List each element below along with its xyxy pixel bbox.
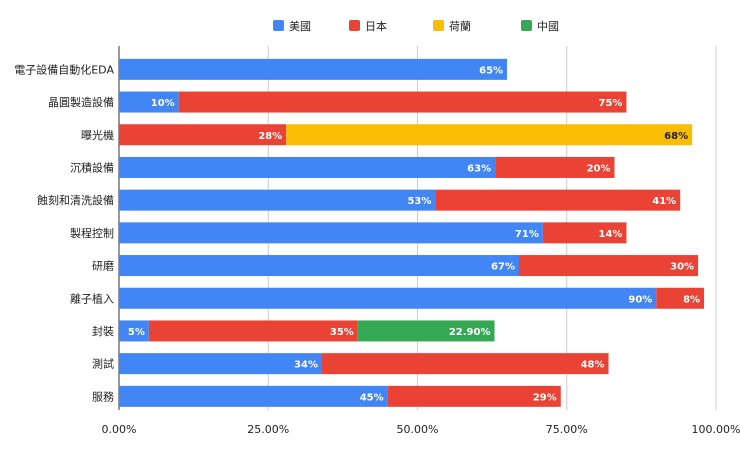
bar-8-series-0[interactable] xyxy=(119,320,149,342)
bars: 65% 10% 75% 28% 68% 63% 20% 53% 41% 71% 14% 67% 30% 9… xyxy=(119,58,705,407)
category-label-8: 封裝 xyxy=(92,324,114,338)
bar-9-series-1[interactable] xyxy=(321,353,609,375)
legend-swatch-2[interactable] xyxy=(433,20,444,31)
bar-label-8-series-3: 22.90% xyxy=(449,327,491,338)
bar-label-10-series-1: 29% xyxy=(533,392,557,403)
bar-label-2-series-2: 68% xyxy=(664,131,688,142)
bar-label-6-series-1: 30% xyxy=(670,262,694,273)
category-label-1: 晶圓製造設備 xyxy=(48,95,114,109)
category-label-4: 蝕刻和清洗設備 xyxy=(37,193,114,207)
bar-label-2-series-1: 28% xyxy=(258,131,282,142)
bar-5-series-1[interactable] xyxy=(542,222,627,244)
bar-6-series-0[interactable] xyxy=(119,255,519,277)
legend-label-2: 荷蘭 xyxy=(449,20,471,33)
legend-label-1: 日本 xyxy=(365,19,387,33)
x-tick-label-2: 50.00% xyxy=(397,423,439,436)
bar-label-4-series-1: 41% xyxy=(652,196,676,207)
bar-label-10-series-0: 45% xyxy=(360,392,384,403)
bar-1-series-0[interactable] xyxy=(119,91,179,113)
bar-10-series-0[interactable] xyxy=(119,385,388,407)
bar-2-series-2[interactable] xyxy=(286,124,693,146)
bar-label-9-series-1: 48% xyxy=(581,360,605,371)
bar-label-7-series-0: 90% xyxy=(628,294,652,305)
legend-swatch-3[interactable] xyxy=(521,20,532,31)
category-labels: 電子設備自動化EDA 晶圓製造設備曝光機沉積設備蝕刻和清洗設備製程控制研磨離子植入… xyxy=(14,62,114,403)
bar-label-0-series-0: 65% xyxy=(479,65,503,76)
bar-2-series-1[interactable] xyxy=(119,124,287,146)
bar-label-8-series-1: 35% xyxy=(330,327,354,338)
bar-0-series-0[interactable] xyxy=(119,58,508,80)
x-tick-label-4: 100.00% xyxy=(692,423,740,436)
bar-9-series-0[interactable] xyxy=(119,353,322,375)
bar-8-series-3[interactable] xyxy=(357,320,495,342)
bar-label-5-series-0: 71% xyxy=(515,229,539,240)
category-label-10: 服務 xyxy=(92,389,114,403)
bar-label-3-series-0: 63% xyxy=(467,163,491,174)
bar-10-series-1[interactable] xyxy=(387,385,561,407)
bar-7-series-0[interactable] xyxy=(119,287,657,309)
bar-label-9-series-0: 34% xyxy=(294,360,318,371)
x-tick-label-3: 75.00% xyxy=(546,423,588,436)
bar-3-series-0[interactable] xyxy=(119,156,496,178)
legend-swatch-0[interactable] xyxy=(273,20,284,31)
x-tick-labels: 0.00% 25.00% 50.00% 75.00% 100.00% xyxy=(102,423,740,436)
x-tick-label-0: 0.00% xyxy=(102,423,137,436)
bar-label-1-series-0: 10% xyxy=(151,98,175,109)
category-label-5: 製程控制 xyxy=(70,226,114,240)
legend-swatch-1[interactable] xyxy=(349,20,360,31)
bar-label-6-series-0: 67% xyxy=(491,262,515,273)
bar-5-series-0[interactable] xyxy=(119,222,543,244)
bar-1-series-1[interactable] xyxy=(178,91,627,113)
bar-7-series-1[interactable] xyxy=(656,287,705,309)
bar-label-8-series-0: 5% xyxy=(128,327,145,338)
category-label-2: 曝光機 xyxy=(81,128,114,142)
bar-label-5-series-1: 14% xyxy=(599,229,623,240)
x-tick-label-1: 25.00% xyxy=(247,423,289,436)
category-label-9: 測試 xyxy=(92,357,114,371)
category-label-7: 離子植入 xyxy=(70,291,114,305)
bar-label-4-series-0: 53% xyxy=(407,196,431,207)
bar-8-series-1[interactable] xyxy=(148,320,358,342)
bar-6-series-1[interactable] xyxy=(518,255,699,277)
bar-4-series-1[interactable] xyxy=(435,189,681,211)
bar-label-7-series-1: 8% xyxy=(683,294,700,305)
category-label-6: 研磨 xyxy=(92,260,114,273)
bar-3-series-1[interactable] xyxy=(495,156,615,178)
category-label-0: 電子設備自動化EDA xyxy=(14,62,114,76)
category-label-3: 沉積設備 xyxy=(70,160,114,174)
bar-label-1-series-1: 75% xyxy=(599,98,623,109)
legend-label-0: 美國 xyxy=(289,20,311,33)
legend-label-3: 中國 xyxy=(537,20,559,33)
bar-label-3-series-1: 20% xyxy=(587,163,611,174)
bar-4-series-0[interactable] xyxy=(119,189,436,211)
legend: 美國 日本 荷蘭 中國 xyxy=(273,19,559,33)
